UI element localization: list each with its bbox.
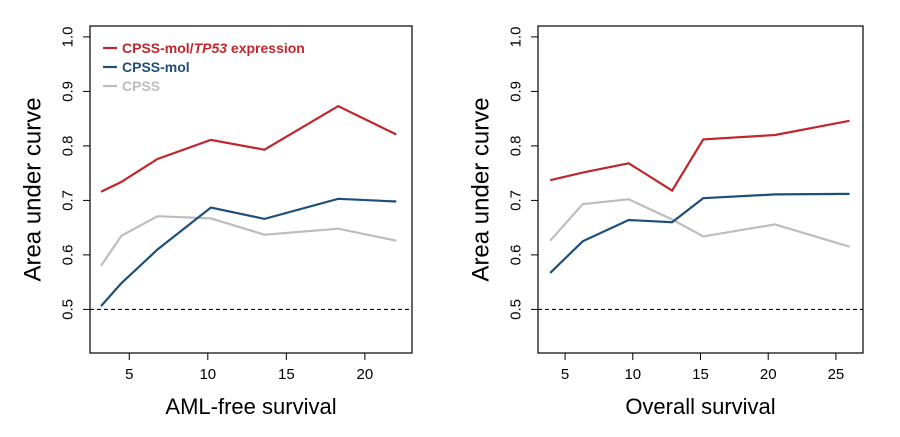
x-tick-label: 15 (692, 366, 709, 383)
series-line-cpss-mol-tp53-expression (549, 119, 850, 193)
x-tick-label: 10 (199, 366, 216, 383)
y-tick-label: 0.8 (508, 135, 525, 156)
x-tick-label: 15 (278, 366, 295, 383)
y-tick-label: 1.0 (60, 26, 77, 47)
series-line-cpss (549, 198, 850, 248)
legend-text: CPSS-mol/ (122, 40, 194, 56)
y-tick-label: 0.5 (508, 299, 525, 320)
y-tick-label: 0.8 (60, 135, 77, 156)
chart-panel-2: 0.5 0.6 0.7 0.8 0.9 1.0 5 10 15 20 25 Overall survi… (468, 25, 864, 419)
y-tick-label: 0.6 (60, 244, 77, 265)
legend: CPSS-mol/TP53 expression CPSS-mol CPSS (103, 40, 305, 94)
y-axis-label: Area under curve (468, 97, 495, 281)
series-line-cpss-mol-tp53-expression (100, 104, 397, 193)
legend-entry: CPSS (122, 78, 160, 94)
y-tick-label: 0.9 (60, 81, 77, 102)
y-tick-label: 1.0 (508, 26, 525, 47)
x-tick-label: 20 (760, 366, 777, 383)
legend-text: expression (227, 40, 305, 56)
y-axis-label: Area under curve (20, 97, 47, 281)
y-tick-label: 0.6 (508, 244, 525, 265)
legend-entry: CPSS-mol/TP53 expression (122, 40, 305, 56)
x-tick-label: 25 (828, 366, 845, 383)
y-tick-label: 0.7 (508, 190, 525, 211)
series-line-cpss (100, 215, 397, 267)
x-tick-label: 5 (561, 366, 569, 383)
series-line-cpss-mol (100, 197, 397, 307)
legend-text: CPSS-mol (122, 59, 190, 75)
x-axis-label: Overall survival (625, 394, 775, 419)
y-tick-label: 0.9 (508, 81, 525, 102)
legend-entry: CPSS-mol (122, 59, 190, 75)
plot-frame (89, 25, 413, 354)
plot-frame (537, 25, 864, 354)
chart-panel-1: 0.5 0.6 0.7 0.8 0.9 1.0 5 10 15 20 AML-free surviv… (20, 25, 413, 419)
y-tick-label: 0.5 (60, 299, 77, 320)
legend-text-italic: TP53 (194, 40, 228, 56)
series-line-cpss-mol (549, 192, 850, 274)
y-tick-label: 0.7 (60, 190, 77, 211)
legend-text: CPSS (122, 78, 160, 94)
x-tick-label: 10 (624, 366, 641, 383)
x-tick-label: 20 (357, 366, 374, 383)
x-axis-label: AML-free survival (165, 394, 336, 419)
x-tick-label: 5 (125, 366, 133, 383)
